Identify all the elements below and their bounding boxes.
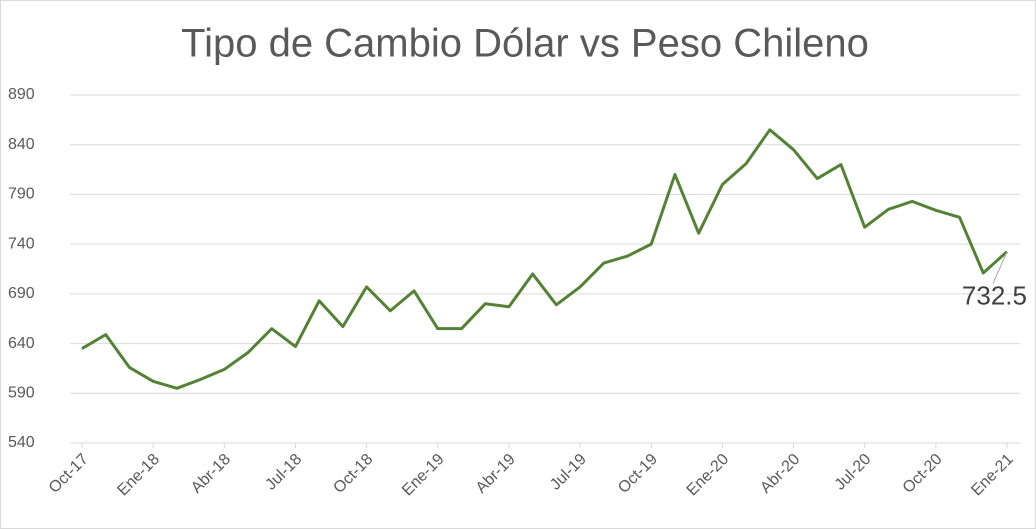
leader-line — [992, 251, 1008, 284]
data-label: 732.5 — [962, 280, 1027, 310]
y-tick-label: 790 — [8, 186, 35, 203]
y-tick-label: 840 — [8, 136, 35, 153]
y-tick-label: 540 — [8, 434, 35, 451]
chart-title: Tipo de Cambio Dólar vs Peso Chileno — [181, 22, 869, 66]
y-tick-label: 590 — [8, 385, 35, 402]
line — [81, 128, 1009, 390]
y-tick-label: 740 — [8, 235, 35, 252]
y-tick-label: 690 — [8, 285, 35, 302]
y-tick-label: 890 — [8, 86, 35, 103]
y-tick-label: 640 — [8, 335, 35, 352]
